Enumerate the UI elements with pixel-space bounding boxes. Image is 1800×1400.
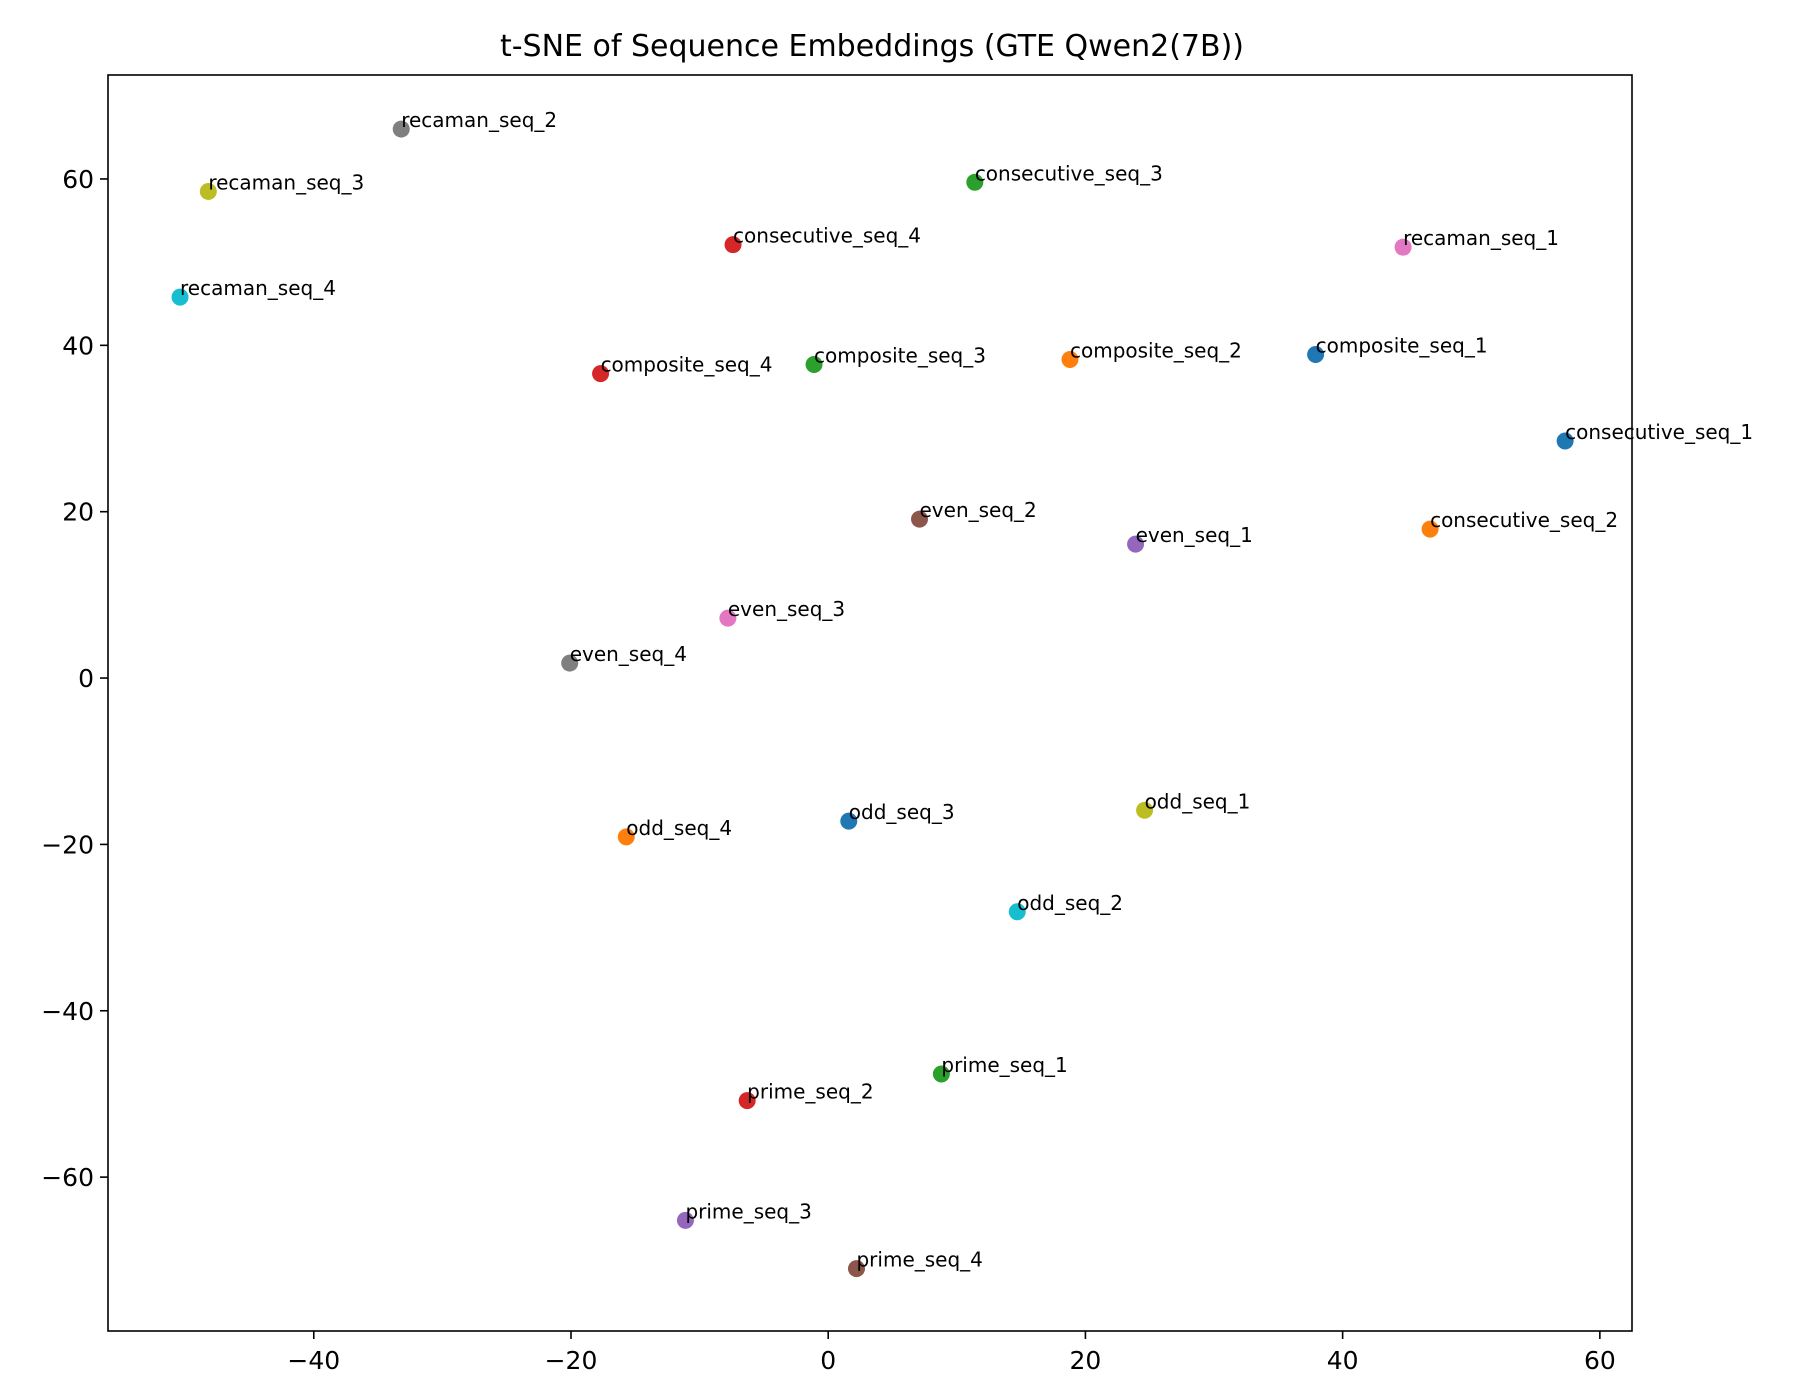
data-point bbox=[1394, 238, 1412, 256]
plot-frame bbox=[107, 74, 1633, 1332]
x-tick-label: 40 bbox=[1327, 1346, 1359, 1375]
data-point bbox=[1127, 535, 1145, 553]
data-point bbox=[840, 812, 858, 830]
data-point bbox=[966, 173, 984, 191]
y-tick-label: −20 bbox=[41, 830, 94, 859]
point-label: recaman_seq_1 bbox=[1403, 226, 1559, 250]
y-tick-label: 40 bbox=[62, 331, 94, 360]
data-point bbox=[592, 365, 610, 383]
y-tick-label: 0 bbox=[78, 664, 94, 693]
point-label: prime_seq_3 bbox=[685, 1199, 811, 1223]
data-point bbox=[847, 1260, 865, 1278]
data-point bbox=[617, 828, 635, 846]
data-point bbox=[932, 1065, 950, 1083]
point-label: prime_seq_4 bbox=[856, 1248, 982, 1272]
y-tick-label: −60 bbox=[41, 1163, 94, 1192]
point-label: consecutive_seq_3 bbox=[975, 161, 1163, 185]
point-label: composite_seq_4 bbox=[601, 353, 773, 377]
point-label: recaman_seq_3 bbox=[208, 170, 364, 194]
point-label: prime_seq_1 bbox=[941, 1053, 1067, 1077]
data-point bbox=[1136, 801, 1154, 819]
point-label: recaman_seq_4 bbox=[180, 276, 336, 300]
data-point bbox=[805, 355, 823, 373]
data-point bbox=[199, 182, 217, 200]
point-label: even_seq_3 bbox=[728, 597, 845, 621]
data-point bbox=[1307, 345, 1325, 363]
point-label: composite_seq_3 bbox=[814, 343, 986, 367]
x-tick-label: 0 bbox=[820, 1346, 836, 1375]
y-axis: 60 40 20 0 −20 −40 −60 bbox=[41, 165, 108, 1192]
data-point bbox=[1061, 350, 1079, 368]
data-point bbox=[911, 510, 929, 528]
data-point bbox=[171, 288, 189, 306]
y-tick-label: −40 bbox=[41, 997, 94, 1026]
y-tick-label: 60 bbox=[62, 165, 94, 194]
point-label: even_seq_4 bbox=[570, 642, 687, 666]
point-label: even_seq_2 bbox=[920, 498, 1037, 522]
y-tick-label: 20 bbox=[62, 498, 94, 527]
point-label: consecutive_seq_4 bbox=[733, 224, 921, 248]
x-tick-label: 60 bbox=[1584, 1346, 1616, 1375]
x-tick-label: −20 bbox=[545, 1346, 598, 1375]
point-label: odd_seq_3 bbox=[849, 800, 955, 824]
point-label: consecutive_seq_1 bbox=[1565, 420, 1753, 444]
point-label: prime_seq_2 bbox=[747, 1080, 873, 1104]
point-label: consecutive_seq_2 bbox=[1430, 508, 1618, 532]
data-point bbox=[1421, 520, 1439, 538]
point-label: odd_seq_1 bbox=[1145, 789, 1251, 813]
data-point bbox=[561, 654, 579, 672]
data-point bbox=[392, 120, 410, 138]
data-point bbox=[724, 236, 742, 254]
x-tick-label: −40 bbox=[287, 1346, 340, 1375]
data-point bbox=[738, 1092, 756, 1110]
data-point bbox=[1008, 903, 1026, 921]
data-point bbox=[1556, 432, 1574, 450]
point-label: composite_seq_2 bbox=[1070, 338, 1242, 362]
data-point bbox=[719, 609, 737, 627]
point-label: recaman_seq_2 bbox=[401, 108, 557, 132]
data-points: recaman_seq_2 recaman_seq_3 consecutive_se… bbox=[171, 108, 1753, 1278]
point-label: odd_seq_4 bbox=[626, 816, 732, 840]
point-label: odd_seq_2 bbox=[1017, 891, 1123, 915]
x-tick-label: 20 bbox=[1070, 1346, 1102, 1375]
x-axis: −40 −20 0 20 40 60 bbox=[287, 1331, 1616, 1375]
point-label: even_seq_1 bbox=[1136, 523, 1253, 547]
point-label: composite_seq_1 bbox=[1316, 333, 1488, 357]
chart-title: t-SNE of Sequence Embeddings (GTE Qwen2(… bbox=[500, 29, 1244, 64]
data-point bbox=[676, 1211, 694, 1229]
